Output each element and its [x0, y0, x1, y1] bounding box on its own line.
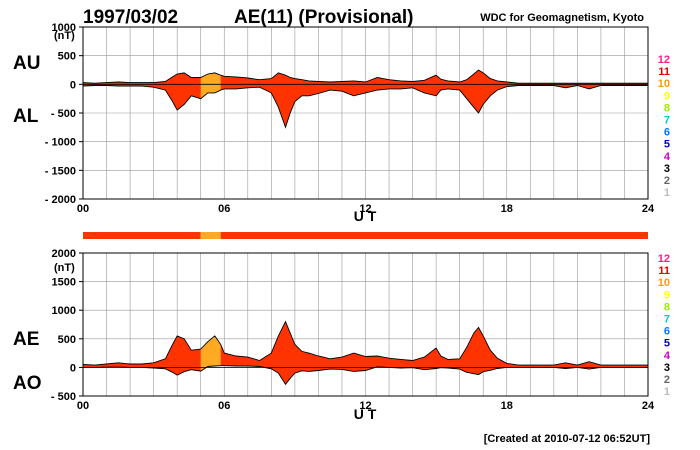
ae-ao-xtick-label: 18: [501, 400, 513, 412]
legend-entry: 11: [658, 265, 670, 277]
data-status-bar: [83, 232, 648, 239]
legend-entry: 9: [664, 90, 670, 102]
ae-ao-ytick-label: 500: [58, 334, 76, 346]
ae-ao-unit: (nT): [54, 262, 75, 274]
ae-ao-y-ticks: 2000 1500 1000 500 0 - 500: [51, 248, 83, 403]
date-title: 1997/03/02: [83, 7, 178, 28]
legend-entry: 5: [664, 338, 670, 350]
legend-entry: 1: [664, 386, 670, 398]
al-label: AL: [13, 106, 39, 127]
legend-entry: 9: [664, 289, 670, 301]
legend-entry: 10: [658, 277, 670, 289]
legend-entry: 7: [664, 314, 670, 326]
au-al-ytick-label: 0: [70, 79, 76, 91]
legend-entry: 12: [658, 54, 670, 66]
ae-ao-xtick-label: 12: [359, 400, 371, 412]
legend-entry: 2: [664, 374, 670, 386]
legend-entry: 8: [664, 102, 670, 114]
ae-ao-ytick-label: 1000: [52, 305, 76, 317]
au-al-x-ticks: 00 06 12 18 24: [77, 203, 655, 215]
au-al-xtick-label: 18: [501, 203, 513, 215]
status-bar-segment: [83, 232, 201, 239]
au-al-ytick-label: - 1000: [45, 137, 76, 149]
legend-entry: 6: [664, 127, 670, 139]
legend-entry: 8: [664, 301, 670, 313]
ae-label: AE: [13, 329, 39, 350]
au-al-ytick-label: - 2000: [45, 194, 76, 206]
legend-entry: 2: [664, 175, 670, 187]
status-bar-segment: [220, 232, 648, 239]
legend-entry: 3: [664, 163, 670, 175]
created-timestamp: [Created at 2010-07-12 06:52UT]: [484, 433, 651, 445]
au-al-xtick-label: 00: [77, 203, 89, 215]
legend-entry: 4: [664, 151, 671, 163]
au-al-xtick-label: 24: [642, 203, 655, 215]
ae-ao-filled-area: [83, 321, 648, 385]
au-al-xtick-label: 12: [359, 203, 371, 215]
au-al-ytick-label: - 500: [51, 108, 76, 120]
ae-ao-xlabel: U T: [354, 406, 377, 422]
ae-ao-xtick-label: 24: [642, 400, 655, 412]
source-label: WDC for Geomagnetism, Kyoto: [480, 12, 644, 24]
au-al-y-ticks: 1000 500 0 - 500 - 1000 - 1500 - 2000: [45, 22, 83, 206]
legend-entry: 7: [664, 115, 670, 127]
legend-entry: 3: [664, 362, 670, 374]
legend-entry: 12: [658, 253, 670, 265]
au-al-xtick-label: 06: [218, 203, 230, 215]
index-title: AE(11) (Provisional): [234, 7, 414, 28]
legend-entry: 6: [664, 326, 670, 338]
series-au-line: [82, 69, 648, 84]
ae-ao-series: [82, 320, 648, 386]
ae-ao-frame: [82, 252, 649, 397]
au-al-unit: (nT): [54, 30, 75, 42]
ae-ao-xtick-label: 06: [218, 400, 230, 412]
legend-entry: 11: [658, 66, 670, 78]
ae-ao-ytick-label: 0: [70, 362, 76, 374]
au-al-grid: [83, 27, 648, 199]
ae-ao-ytick-label: - 500: [51, 391, 76, 403]
status-bar-segment: [200, 232, 221, 239]
legend-entry: 1: [664, 187, 670, 199]
legend-entry: 4: [664, 350, 671, 362]
au-label: AU: [13, 53, 40, 74]
au-al-ytick-label: 500: [58, 51, 76, 63]
ae-ao-x-ticks: 00 06 12 18 24: [77, 400, 655, 412]
au-al-ytick-label: 1000: [52, 22, 76, 34]
legend-entry: 5: [664, 139, 670, 151]
ae-ao-xtick-label: 00: [77, 400, 89, 412]
series-ae-line: [82, 320, 648, 366]
series-al-line: [82, 85, 648, 129]
legend-entry: 10: [658, 78, 670, 90]
ae-ao-ytick-label: 2000: [52, 248, 76, 260]
ae-ao-highlight-area: [200, 335, 221, 372]
au-al-ytick-label: - 1500: [45, 165, 76, 177]
au-al-xlabel: U T: [354, 208, 377, 224]
ao-label: AO: [13, 373, 42, 394]
ae-ao-ytick-label: 1500: [52, 277, 76, 289]
